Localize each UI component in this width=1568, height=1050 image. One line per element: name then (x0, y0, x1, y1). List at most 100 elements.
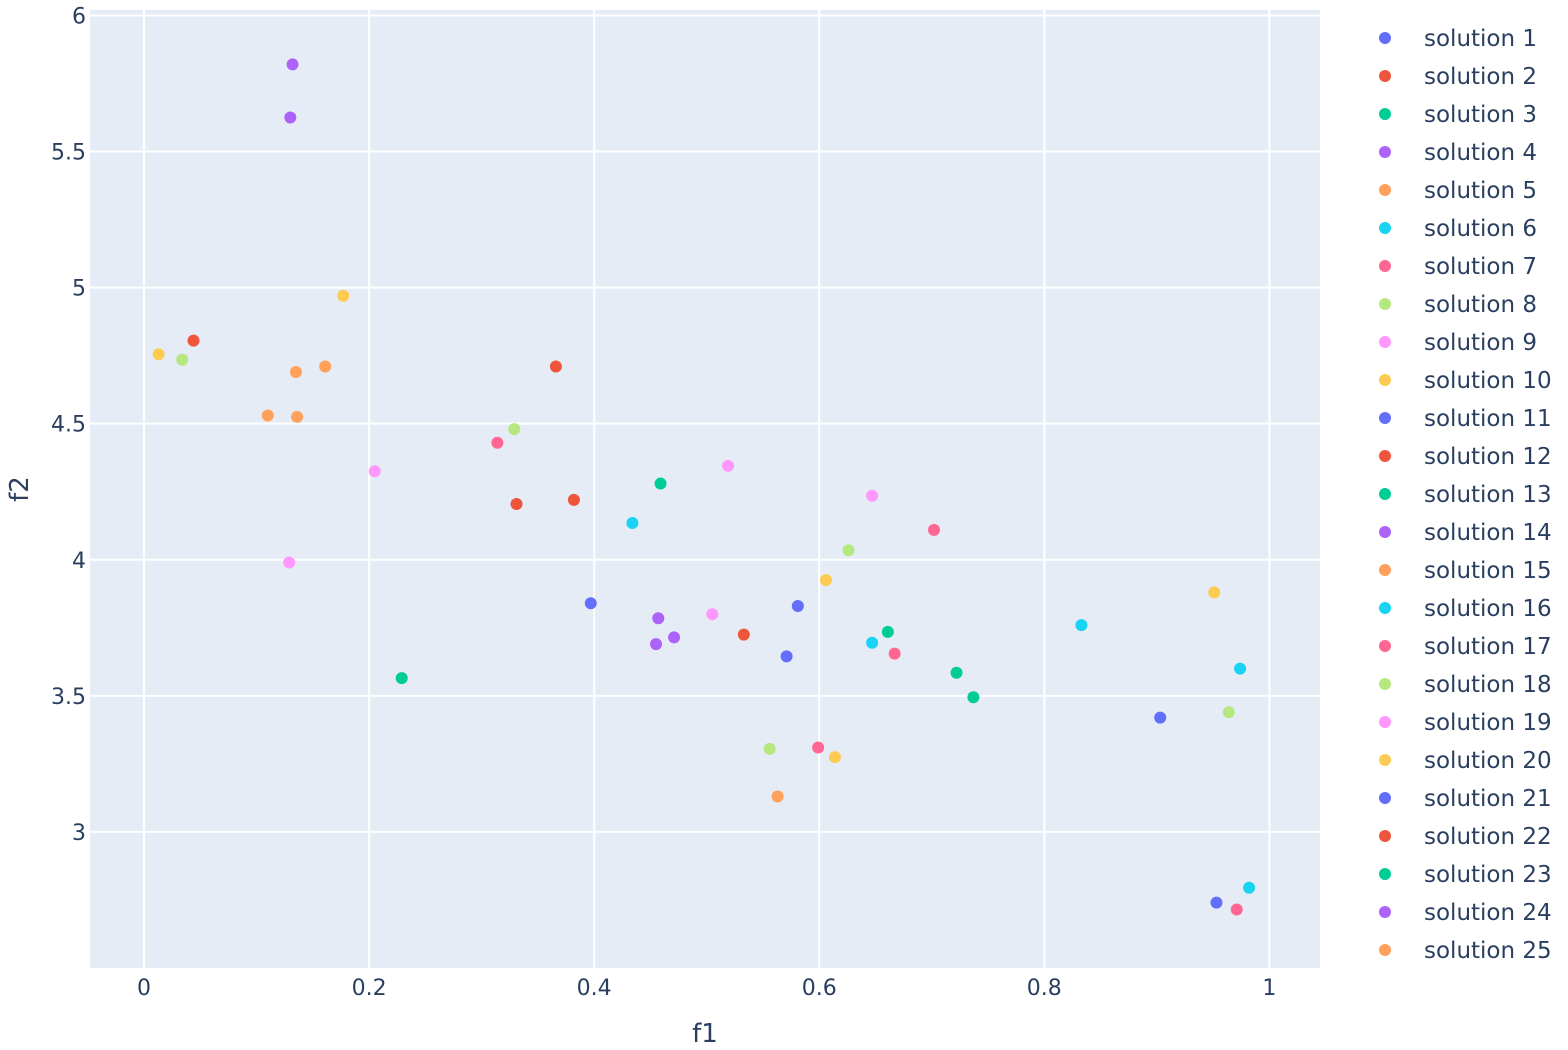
data-point[interactable] (706, 608, 719, 621)
data-point[interactable] (337, 289, 350, 302)
x-tick-label: 0.6 (802, 976, 837, 1001)
legend-label: solution 24 (1424, 900, 1552, 926)
data-point[interactable] (549, 360, 562, 373)
legend-item[interactable]: solution 25 (1379, 938, 1552, 964)
legend-item[interactable]: solution 3 (1379, 102, 1537, 128)
legend-item[interactable]: solution 20 (1379, 748, 1552, 774)
legend-item[interactable]: solution 17 (1379, 634, 1552, 660)
legend-label: solution 15 (1424, 558, 1552, 584)
data-point[interactable] (286, 58, 299, 71)
data-point[interactable] (187, 334, 200, 347)
legend-item[interactable]: solution 10 (1379, 368, 1552, 394)
legend-item[interactable]: solution 9 (1379, 330, 1537, 356)
x-tick-label: 1 (1262, 976, 1276, 1001)
data-point[interactable] (1222, 706, 1235, 719)
data-point[interactable] (510, 497, 523, 510)
data-point[interactable] (284, 111, 297, 124)
data-point[interactable] (828, 751, 841, 764)
data-point[interactable] (654, 477, 667, 490)
data-point[interactable] (368, 465, 381, 478)
data-point[interactable] (1208, 586, 1221, 599)
y-tick-label: 4 (72, 549, 86, 574)
data-point[interactable] (1075, 619, 1088, 632)
legend-item[interactable]: solution 2 (1379, 64, 1537, 90)
data-point[interactable] (1230, 903, 1243, 916)
data-point[interactable] (722, 459, 735, 472)
data-point[interactable] (819, 574, 832, 587)
data-point[interactable] (584, 597, 597, 610)
y-tick-label: 6 (72, 4, 86, 29)
data-point[interactable] (888, 647, 901, 660)
data-point[interactable] (291, 410, 304, 423)
legend-label: solution 7 (1424, 254, 1537, 280)
legend-marker (1379, 184, 1391, 196)
legend-item[interactable]: solution 14 (1379, 520, 1552, 546)
legend-item[interactable]: solution 5 (1379, 178, 1537, 204)
data-point[interactable] (152, 348, 165, 361)
data-point[interactable] (626, 517, 639, 530)
legend-item[interactable]: solution 15 (1379, 558, 1552, 584)
data-point[interactable] (567, 493, 580, 506)
legend-item[interactable]: solution 11 (1379, 406, 1552, 432)
legend-label: solution 5 (1424, 178, 1537, 204)
data-point[interactable] (866, 489, 879, 502)
data-point[interactable] (812, 741, 825, 754)
x-tick-label: 0 (137, 976, 151, 1001)
data-point[interactable] (289, 365, 302, 378)
data-point[interactable] (842, 544, 855, 557)
data-point[interactable] (1154, 711, 1167, 724)
grid-lines (90, 10, 1320, 968)
data-point[interactable] (928, 523, 941, 536)
data-point[interactable] (881, 625, 894, 638)
data-point[interactable] (950, 666, 963, 679)
data-point[interactable] (967, 691, 980, 704)
data-point[interactable] (261, 409, 274, 422)
y-tick-label: 4.5 (51, 413, 86, 438)
legend-item[interactable]: solution 1 (1379, 26, 1537, 52)
data-point[interactable] (652, 612, 665, 625)
legend-item[interactable]: solution 22 (1379, 824, 1552, 850)
data-point[interactable] (650, 638, 663, 651)
data-point[interactable] (395, 672, 408, 685)
data-point[interactable] (176, 353, 189, 366)
data-point[interactable] (508, 423, 521, 436)
data-point[interactable] (319, 360, 332, 373)
data-point[interactable] (668, 631, 681, 644)
legend-item[interactable]: solution 21 (1379, 786, 1552, 812)
data-point[interactable] (763, 742, 776, 755)
y-tick-label: 3 (72, 821, 86, 846)
data-point[interactable] (771, 790, 784, 803)
legend-label: solution 11 (1424, 406, 1552, 432)
data-point[interactable] (737, 628, 750, 641)
legend-label: solution 23 (1424, 862, 1552, 888)
legend-marker (1379, 222, 1391, 234)
data-point[interactable] (283, 556, 296, 569)
legend-item[interactable]: solution 13 (1379, 482, 1552, 508)
legend-marker (1379, 564, 1391, 576)
legend-item[interactable]: solution 18 (1379, 672, 1552, 698)
data-point[interactable] (866, 636, 879, 649)
legend[interactable]: solution 1 solution 2 solution 3 solution 4… (1379, 26, 1552, 964)
legend-marker (1379, 412, 1391, 424)
legend-item[interactable]: solution 19 (1379, 710, 1552, 736)
legend-marker (1379, 260, 1391, 272)
data-point[interactable] (1243, 881, 1256, 894)
legend-item[interactable]: solution 7 (1379, 254, 1537, 280)
legend-label: solution 14 (1424, 520, 1552, 546)
data-point[interactable] (780, 650, 793, 663)
legend-label: solution 13 (1424, 482, 1552, 508)
legend-label: solution 8 (1424, 292, 1537, 318)
data-point[interactable] (491, 436, 504, 449)
legend-item[interactable]: solution 23 (1379, 862, 1552, 888)
data-point[interactable] (791, 600, 804, 613)
legend-marker (1379, 108, 1391, 120)
legend-item[interactable]: solution 24 (1379, 900, 1552, 926)
legend-item[interactable]: solution 8 (1379, 292, 1537, 318)
data-point[interactable] (1234, 662, 1247, 675)
legend-item[interactable]: solution 4 (1379, 140, 1537, 166)
legend-item[interactable]: solution 16 (1379, 596, 1552, 622)
legend-item[interactable]: solution 12 (1379, 444, 1552, 470)
data-point[interactable] (1210, 896, 1223, 909)
legend-item[interactable]: solution 6 (1379, 216, 1537, 242)
legend-label: solution 19 (1424, 710, 1552, 736)
